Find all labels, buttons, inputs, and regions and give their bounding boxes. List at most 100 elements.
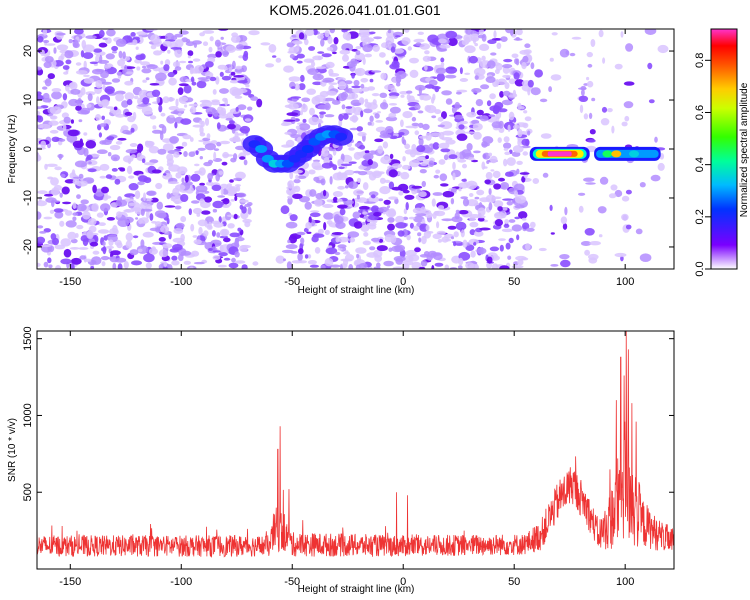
- heatmap-noise-blob: [337, 158, 344, 166]
- heatmap-noise-blob: [193, 261, 205, 265]
- heatmap-noise-blob: [122, 155, 134, 163]
- heatmap-noise-blob: [580, 241, 592, 246]
- heatmap-noise-blob: [450, 198, 455, 205]
- heatmap-noise-blob: [218, 216, 222, 224]
- heatmap-noise-blob: [371, 93, 380, 97]
- heatmap-noise-blob: [43, 261, 49, 268]
- heatmap-noise-blob: [388, 112, 397, 118]
- heatmap-noise-blob: [183, 151, 188, 157]
- heatmap-noise-blob: [530, 87, 541, 96]
- heatmap-noise-blob: [143, 162, 155, 166]
- heatmap-noise-blob: [175, 222, 185, 229]
- snr-series-line: [37, 331, 674, 558]
- heatmap-noise-blob: [72, 176, 82, 179]
- heatmap-noise-blob: [404, 194, 415, 200]
- heatmap-noise-blob: [371, 70, 382, 73]
- heatmap-noise-blob: [351, 88, 363, 94]
- heatmap-noise-blob: [459, 67, 463, 75]
- heatmap-noise-blob: [166, 158, 174, 166]
- heatmap-noise-blob: [79, 255, 87, 260]
- heatmap-noise-blob: [222, 97, 228, 102]
- heatmap-noise-blob: [158, 81, 165, 85]
- heatmap-noise-blob: [216, 122, 221, 130]
- heatmap-noise-blob: [46, 163, 58, 167]
- heatmap-noise-blob: [51, 88, 62, 93]
- heatmap-noise-blob: [377, 111, 381, 114]
- heatmap-noise-blob: [172, 61, 181, 68]
- heatmap-noise-blob: [311, 61, 316, 67]
- heatmap-noise-blob: [304, 254, 309, 259]
- heatmap-noise-blob: [317, 34, 324, 40]
- heatmap-noise-blob: [59, 220, 65, 227]
- heatmap-noise-blob: [87, 168, 97, 173]
- heatmap-noise-blob: [162, 96, 170, 104]
- heatmap-noise-blob: [493, 183, 501, 190]
- x-tick-label: 0: [400, 576, 406, 588]
- heatmap-noise-blob: [237, 80, 248, 84]
- heatmap-noise-blob: [347, 231, 360, 238]
- heatmap-noise-blob: [52, 237, 59, 246]
- heatmap-noise-blob: [379, 186, 391, 195]
- heatmap-noise-blob: [119, 168, 126, 172]
- heatmap-noise-blob: [586, 51, 593, 58]
- heatmap-noise-blob: [128, 175, 135, 179]
- heatmap-noise-blob: [287, 50, 295, 54]
- heatmap-noise-blob: [505, 242, 511, 250]
- heatmap-noise-blob: [343, 251, 351, 255]
- heatmap-noise-blob: [353, 79, 360, 87]
- heatmap-noise-blob: [332, 51, 337, 55]
- heatmap-noise-blob: [578, 87, 587, 90]
- heatmap-noise-blob: [101, 261, 106, 267]
- heatmap-noise-blob: [610, 184, 618, 191]
- heatmap-noise-blob: [243, 159, 248, 166]
- heatmap-noise-blob: [72, 202, 77, 209]
- heatmap-noise-blob: [234, 171, 246, 180]
- heatmap-noise-blob: [305, 222, 312, 229]
- heatmap-noise-blob: [413, 215, 425, 223]
- heatmap-noise-blob: [228, 262, 239, 269]
- heatmap-noise-blob: [230, 139, 242, 143]
- heatmap-noise-blob: [411, 185, 423, 189]
- heatmap-noise-blob: [373, 212, 382, 217]
- heatmap-noise-blob: [527, 130, 531, 136]
- heatmap-noise-blob: [129, 249, 139, 256]
- heatmap-noise-blob: [421, 180, 426, 188]
- heatmap-noise-blob: [559, 254, 570, 260]
- heatmap-noise-blob: [49, 115, 58, 120]
- heatmap-noise-blob: [500, 36, 508, 42]
- heatmap-noise-blob: [171, 260, 180, 266]
- heatmap-noise-blob: [425, 224, 430, 231]
- heatmap-noise-blob: [37, 190, 48, 195]
- heatmap-noise-blob: [58, 138, 66, 142]
- heatmap-noise-blob: [147, 141, 155, 147]
- heatmap-noise-blob: [215, 51, 222, 58]
- heatmap-noise-blob: [37, 262, 41, 267]
- heatmap-noise-blob: [513, 183, 525, 192]
- heatmap-noise-blob: [242, 218, 252, 224]
- heatmap-noise-blob: [287, 195, 293, 199]
- heatmap-noise-blob: [296, 53, 305, 59]
- heatmap-noise-blob: [322, 79, 332, 83]
- heatmap-noise-blob: [416, 156, 426, 161]
- heatmap-noise-blob: [349, 237, 356, 243]
- heatmap-noise-blob: [519, 49, 530, 55]
- heatmap-noise-blob: [362, 44, 373, 53]
- heatmap-noise-blob: [474, 196, 480, 200]
- heatmap-noise-blob: [105, 53, 115, 60]
- heatmap-noise-blob: [64, 210, 73, 216]
- heatmap-noise-blob: [136, 31, 148, 36]
- heatmap-noise-blob: [502, 207, 508, 211]
- heatmap-noise-blob: [99, 140, 107, 145]
- heatmap-noise-blob: [424, 212, 433, 218]
- heatmap-noise-blob: [117, 263, 123, 269]
- heatmap-noise-blob: [167, 49, 171, 54]
- heatmap-noise-blob: [338, 166, 345, 170]
- heatmap-noise-blob: [298, 32, 305, 40]
- heatmap-noise-blob: [600, 118, 610, 126]
- heatmap-noise-blob: [385, 209, 397, 218]
- heatmap-noise-blob: [378, 198, 384, 202]
- heatmap-noise-blob: [357, 151, 366, 156]
- heatmap-noise-blob: [96, 96, 100, 105]
- heatmap-noise-blob: [113, 106, 118, 111]
- heatmap-noise-blob: [376, 245, 388, 252]
